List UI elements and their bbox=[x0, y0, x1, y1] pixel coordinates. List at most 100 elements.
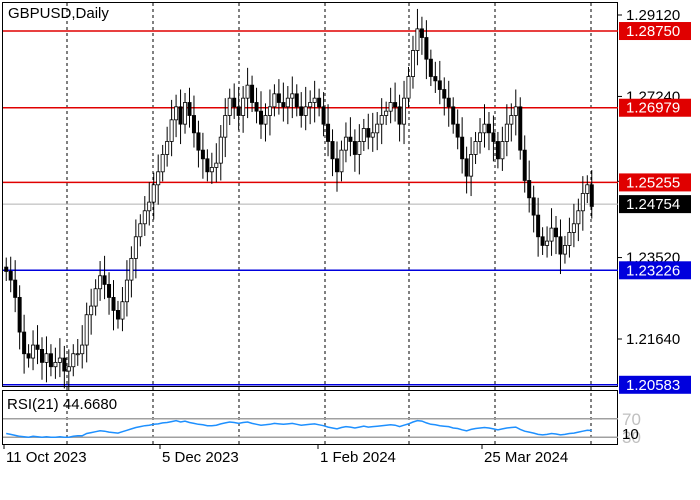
candle-body bbox=[339, 149, 344, 173]
candle-body bbox=[290, 93, 295, 99]
candle-body bbox=[482, 123, 487, 134]
candle-body bbox=[267, 106, 272, 116]
candle-body bbox=[442, 89, 447, 99]
candle-body bbox=[272, 93, 277, 108]
candle-body bbox=[348, 136, 353, 142]
rsi-level-label: 30 bbox=[622, 428, 641, 447]
candle-body bbox=[366, 128, 371, 138]
candle-body bbox=[352, 141, 357, 155]
candle-body bbox=[357, 141, 362, 155]
candle-body bbox=[384, 110, 389, 116]
level-label: 1.20583 bbox=[626, 377, 680, 394]
candle-body bbox=[178, 106, 183, 125]
candle-body bbox=[191, 115, 196, 134]
candle-body bbox=[236, 106, 241, 116]
candle-body bbox=[250, 84, 255, 103]
candle-body bbox=[205, 158, 210, 173]
candle-body bbox=[156, 171, 161, 186]
level-label: 1.28750 bbox=[626, 23, 680, 40]
candle-body bbox=[151, 184, 156, 203]
candle-body bbox=[111, 297, 116, 311]
candle-body bbox=[554, 227, 559, 238]
candle-body bbox=[410, 50, 415, 77]
candle-body bbox=[437, 80, 442, 90]
candle-body bbox=[558, 236, 563, 255]
candle-body bbox=[89, 305, 94, 316]
candle-body bbox=[107, 284, 112, 298]
candle-body bbox=[53, 361, 58, 368]
candle-body bbox=[39, 348, 44, 363]
candle-body bbox=[312, 97, 317, 103]
candle-body bbox=[397, 106, 402, 125]
price-tick-label: 1.21640 bbox=[626, 331, 680, 348]
candle-body bbox=[433, 76, 438, 82]
candle-body bbox=[513, 106, 518, 116]
candle-body bbox=[419, 28, 424, 38]
candle-body bbox=[308, 102, 313, 108]
candle-body bbox=[48, 353, 53, 368]
candle-body bbox=[303, 106, 308, 116]
candle-body bbox=[22, 331, 27, 355]
candle-body bbox=[478, 132, 483, 142]
candle-body bbox=[428, 58, 433, 77]
candle-body bbox=[218, 136, 223, 164]
candle-body bbox=[460, 136, 465, 160]
candle-body bbox=[522, 149, 527, 181]
candle-body bbox=[317, 97, 322, 108]
candle-body bbox=[491, 132, 496, 142]
candle-body bbox=[326, 123, 331, 142]
candle-body bbox=[232, 97, 237, 108]
candle-body bbox=[183, 102, 188, 125]
candle-body bbox=[495, 141, 500, 160]
candle-body bbox=[451, 106, 456, 125]
candle-body bbox=[540, 236, 545, 246]
candle-body bbox=[455, 123, 460, 138]
candle-body bbox=[321, 106, 326, 125]
candle-body bbox=[102, 275, 107, 285]
chart-title: GBPUSD,Daily bbox=[8, 5, 109, 22]
candle-body bbox=[486, 123, 491, 134]
level-label-bg bbox=[619, 22, 691, 41]
candle-body bbox=[388, 102, 393, 112]
candle-body bbox=[545, 240, 550, 246]
level-label: 1.26979 bbox=[626, 100, 680, 117]
rsi-level-label: 70 bbox=[622, 410, 641, 429]
candle-body bbox=[160, 154, 165, 173]
level-label-bg bbox=[619, 98, 691, 117]
candle-body bbox=[294, 93, 299, 108]
candle-body bbox=[8, 271, 13, 281]
candle-body bbox=[174, 106, 179, 121]
candle-body bbox=[142, 210, 147, 225]
candle-body bbox=[536, 214, 541, 238]
candle-body bbox=[375, 123, 380, 134]
candle-body bbox=[84, 314, 89, 346]
candle-body bbox=[209, 167, 214, 173]
candle-body bbox=[580, 193, 585, 212]
time-label: 1 Feb 2024 bbox=[320, 449, 396, 466]
candlesticks bbox=[4, 8, 594, 391]
candle-body bbox=[281, 102, 286, 108]
candle-body bbox=[35, 344, 40, 350]
candle-body bbox=[93, 288, 98, 307]
candle-body bbox=[124, 279, 129, 303]
candle-body bbox=[62, 357, 67, 372]
level-label-bg bbox=[619, 261, 691, 280]
candle-body bbox=[549, 227, 554, 242]
candle-body bbox=[254, 102, 259, 112]
rsi-scale-label: 10 bbox=[622, 426, 639, 443]
candle-body bbox=[531, 197, 536, 216]
candle-body bbox=[98, 275, 103, 290]
candle-body bbox=[469, 154, 474, 177]
level-label-bg bbox=[619, 375, 691, 394]
candle-body bbox=[509, 115, 514, 125]
time-label: 5 Dec 2023 bbox=[162, 449, 239, 466]
candle-body bbox=[129, 258, 134, 281]
candle-body bbox=[31, 344, 36, 359]
candle-body bbox=[361, 128, 366, 142]
candle-body bbox=[66, 366, 71, 372]
candle-body bbox=[57, 357, 62, 363]
candle-body bbox=[562, 245, 567, 255]
candle-body bbox=[147, 201, 152, 212]
candle-body bbox=[402, 97, 407, 125]
